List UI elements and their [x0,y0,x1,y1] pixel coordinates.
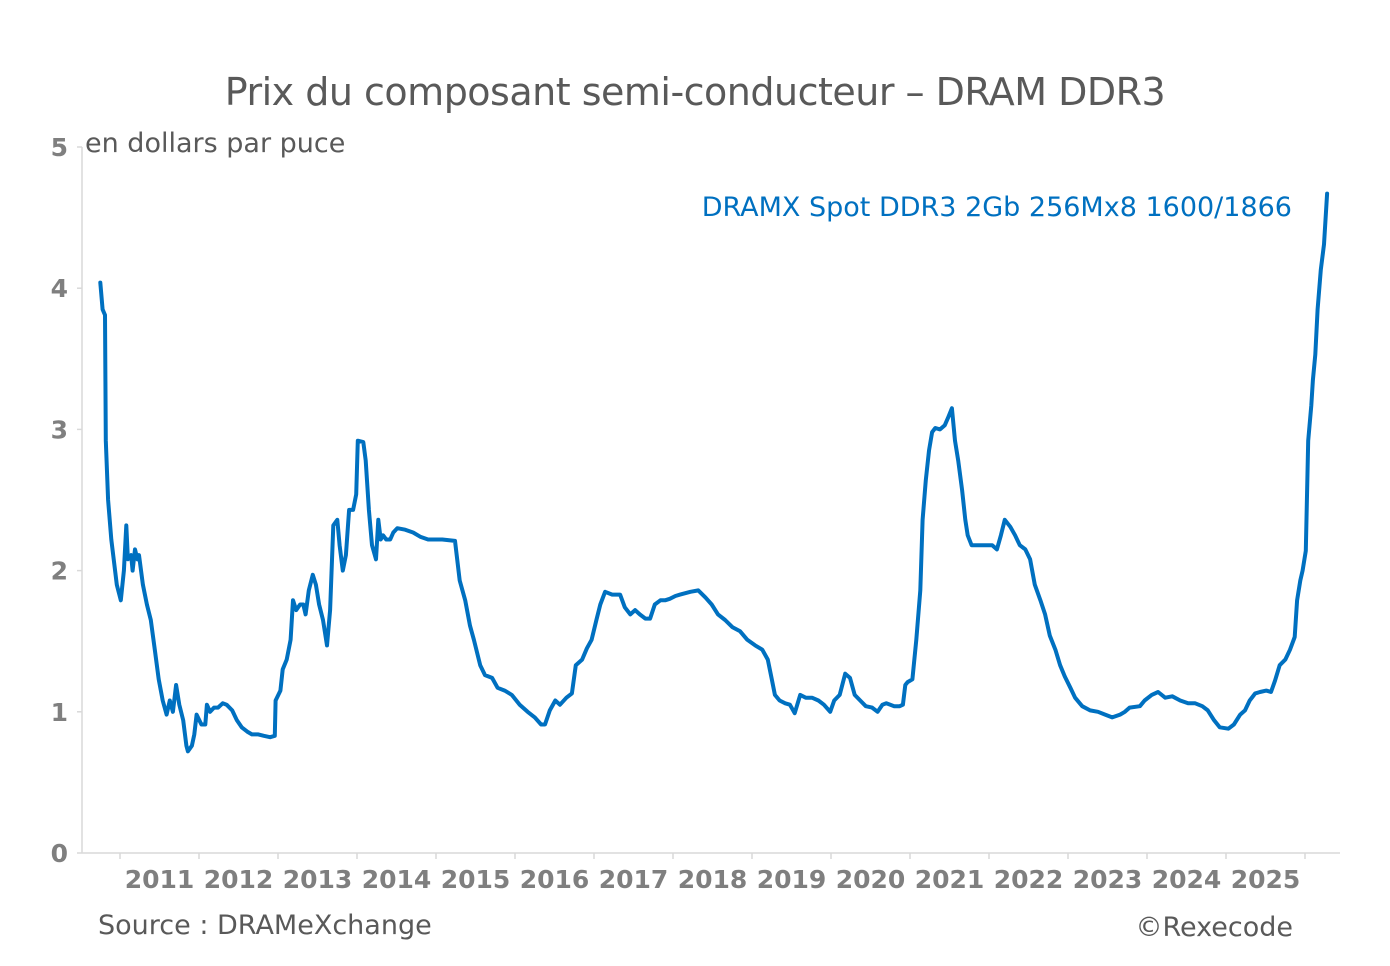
y-tick-label: 0 [51,839,68,868]
x-tick-label: 2023 [1073,865,1143,894]
x-tick-label: 2018 [678,865,748,894]
x-tick-label: 2024 [1152,865,1222,894]
y-tick-label: 4 [51,274,68,303]
y-tick-label: 2 [51,557,68,586]
y-axis-label: en dollars par puce [85,128,346,159]
x-tick-label: 2017 [599,865,669,894]
x-tick-label: 2013 [283,865,353,894]
x-tick-label: 2020 [836,865,906,894]
copyright-note: ©Rexecode [1135,912,1293,943]
x-tick-label: 2016 [520,865,590,894]
x-tick-label: 2014 [362,865,432,894]
y-tick-label: 3 [51,415,68,444]
x-tick-label: 2022 [994,865,1064,894]
x-tick-label: 2019 [757,865,827,894]
series-line [98,191,1330,754]
x-tick-label: 2011 [125,865,195,894]
y-tick-label: 5 [51,133,68,162]
x-tick-label: 2015 [441,865,511,894]
x-tick-label: 2025 [1231,865,1301,894]
x-tick-label: 2021 [915,865,985,894]
chart-title: Prix du composant semi-conducteur – DRAM… [224,70,1166,114]
y-tick-label: 1 [51,698,68,727]
legend-series-label: DRAMX Spot DDR3 2Gb 256Mx8 1600/1866 [701,192,1292,223]
x-tick-label: 2012 [204,865,274,894]
source-note: Source : DRAMeXchange [98,910,432,941]
